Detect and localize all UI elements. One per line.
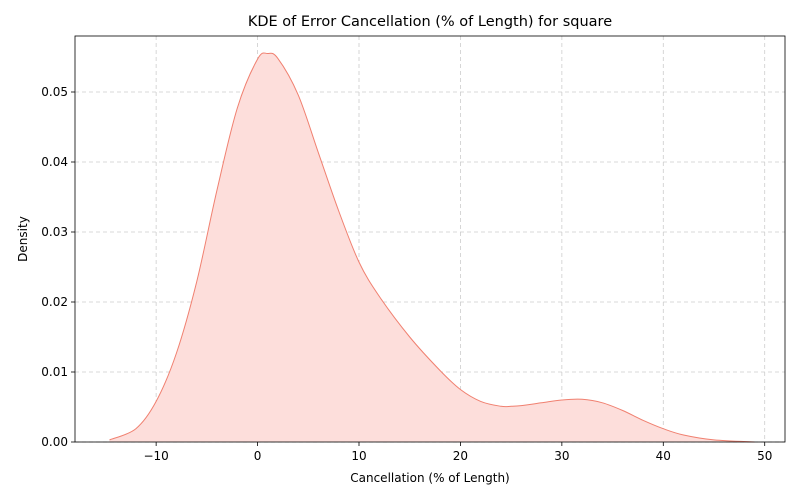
density-curve [109, 52, 755, 443]
x-tick-label: 20 [453, 449, 468, 463]
y-tick-label: 0.00 [41, 435, 68, 449]
x-tick-label: 50 [757, 449, 772, 463]
x-axis-label: Cancellation (% of Length) [350, 471, 510, 485]
y-axis-label: Density [16, 216, 30, 262]
plot-frame [74, 35, 786, 443]
chart-title: KDE of Error Cancellation (% of Length) … [248, 14, 612, 30]
density-area-fill [109, 52, 755, 443]
x-tick-label: 30 [554, 449, 569, 463]
y-tick-label: 0.05 [41, 85, 68, 99]
y-tick-label: 0.03 [41, 225, 68, 239]
y-axis: 0.00 0.01 0.02 0.03 0.04 0.05 [41, 85, 75, 449]
x-tick-label: 10 [351, 449, 366, 463]
x-tick-label: 0 [254, 449, 262, 463]
x-tick-label: 40 [656, 449, 671, 463]
y-tick-label: 0.02 [41, 295, 68, 309]
x-axis: −10 0 10 20 30 40 50 [143, 442, 772, 463]
y-tick-label: 0.04 [41, 155, 68, 169]
x-tick-label: −10 [143, 449, 168, 463]
y-tick-label: 0.01 [41, 365, 68, 379]
